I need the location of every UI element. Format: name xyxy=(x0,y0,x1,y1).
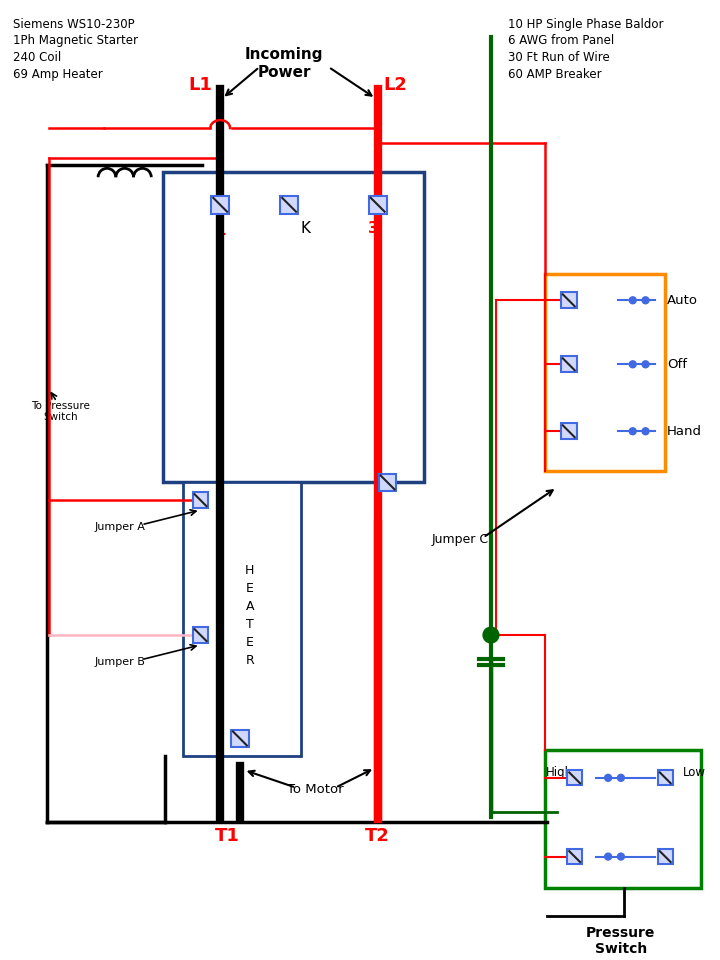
Text: High: High xyxy=(546,766,573,779)
Bar xyxy=(212,196,229,214)
Circle shape xyxy=(642,361,649,368)
Text: 240 Coil: 240 Coil xyxy=(14,51,62,64)
Bar xyxy=(545,751,701,888)
Bar xyxy=(193,492,208,508)
Circle shape xyxy=(629,361,636,368)
Text: Incoming
Power: Incoming Power xyxy=(245,47,323,80)
Bar xyxy=(193,627,208,643)
Bar xyxy=(567,850,582,864)
Bar xyxy=(567,771,582,785)
Text: Hand: Hand xyxy=(667,424,702,438)
Text: Siemens WS10-230P: Siemens WS10-230P xyxy=(14,17,135,31)
Bar xyxy=(369,196,387,214)
Text: H
E
A
T
E
R: H E A T E R xyxy=(245,564,254,667)
Text: 30 Ft Run of Wire: 30 Ft Run of Wire xyxy=(508,51,609,64)
Circle shape xyxy=(618,853,624,860)
Text: To Motor: To Motor xyxy=(287,782,344,796)
Text: L2: L2 xyxy=(384,76,408,94)
Bar xyxy=(561,423,577,439)
Bar xyxy=(163,172,424,483)
Text: K: K xyxy=(301,221,311,235)
Text: L1: L1 xyxy=(189,76,212,94)
Text: 3: 3 xyxy=(369,221,379,235)
Bar xyxy=(658,771,672,785)
Text: 6 AWG from Panel: 6 AWG from Panel xyxy=(508,35,614,47)
Text: 1Ph Magnetic Starter: 1Ph Magnetic Starter xyxy=(14,35,138,47)
Text: Jumper C: Jumper C xyxy=(432,533,489,546)
Circle shape xyxy=(605,775,611,781)
Text: To Pressure
Switch: To Pressure Switch xyxy=(31,400,90,422)
Text: 60 AMP Breaker: 60 AMP Breaker xyxy=(508,68,601,81)
Bar xyxy=(231,730,248,747)
Text: 1: 1 xyxy=(215,223,225,237)
Bar xyxy=(658,850,672,864)
Circle shape xyxy=(642,297,649,303)
Text: Low: Low xyxy=(683,766,706,779)
Text: T1: T1 xyxy=(215,828,240,845)
Bar xyxy=(561,356,577,372)
Text: 69 Amp Heater: 69 Amp Heater xyxy=(14,68,103,81)
Bar xyxy=(280,196,298,214)
Text: Jumper B: Jumper B xyxy=(94,657,145,666)
Text: Pressure
Switch: Pressure Switch xyxy=(586,925,656,956)
Text: Off: Off xyxy=(667,358,687,371)
Text: T2: T2 xyxy=(365,828,390,845)
Circle shape xyxy=(618,775,624,781)
Circle shape xyxy=(629,297,636,303)
Circle shape xyxy=(629,428,636,435)
Bar xyxy=(183,483,301,756)
Text: 10 HP Single Phase Baldor: 10 HP Single Phase Baldor xyxy=(508,17,663,31)
Circle shape xyxy=(605,853,611,860)
Bar xyxy=(379,473,397,492)
Circle shape xyxy=(642,428,649,435)
Text: Jumper A: Jumper A xyxy=(94,521,145,532)
Bar xyxy=(545,274,665,470)
Circle shape xyxy=(483,627,499,643)
Text: Auto: Auto xyxy=(667,294,698,307)
Bar xyxy=(561,293,577,308)
